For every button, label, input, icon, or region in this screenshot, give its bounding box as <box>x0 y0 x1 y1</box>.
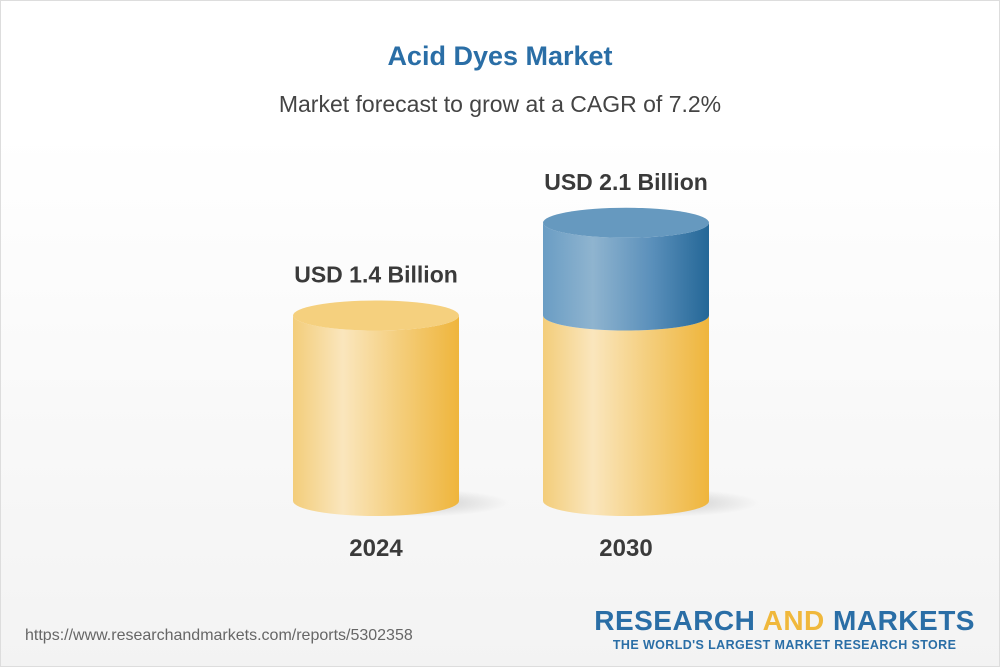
source-url[interactable]: https://www.researchandmarkets.com/repor… <box>25 627 413 644</box>
bar-2030-growth-top <box>543 207 709 238</box>
chart-title: Acid Dyes Market <box>387 41 613 71</box>
bar-2030-base-body <box>543 315 709 516</box>
x-tick-label: 2024 <box>349 535 403 562</box>
bar-2024-top <box>293 300 459 331</box>
research-and-markets-logo: RESEARCH AND MARKETS THE WORLD'S LARGEST… <box>594 605 975 652</box>
bar-2024-body <box>293 315 459 516</box>
chart-subtitle: Market forecast to grow at a CAGR of 7.2… <box>278 91 722 117</box>
bar-2030-growth-body <box>543 222 709 331</box>
data-label: USD 1.4 Billion <box>294 262 458 288</box>
data-label: USD 2.1 Billion <box>544 169 708 195</box>
x-tick-label: 2030 <box>599 535 652 562</box>
